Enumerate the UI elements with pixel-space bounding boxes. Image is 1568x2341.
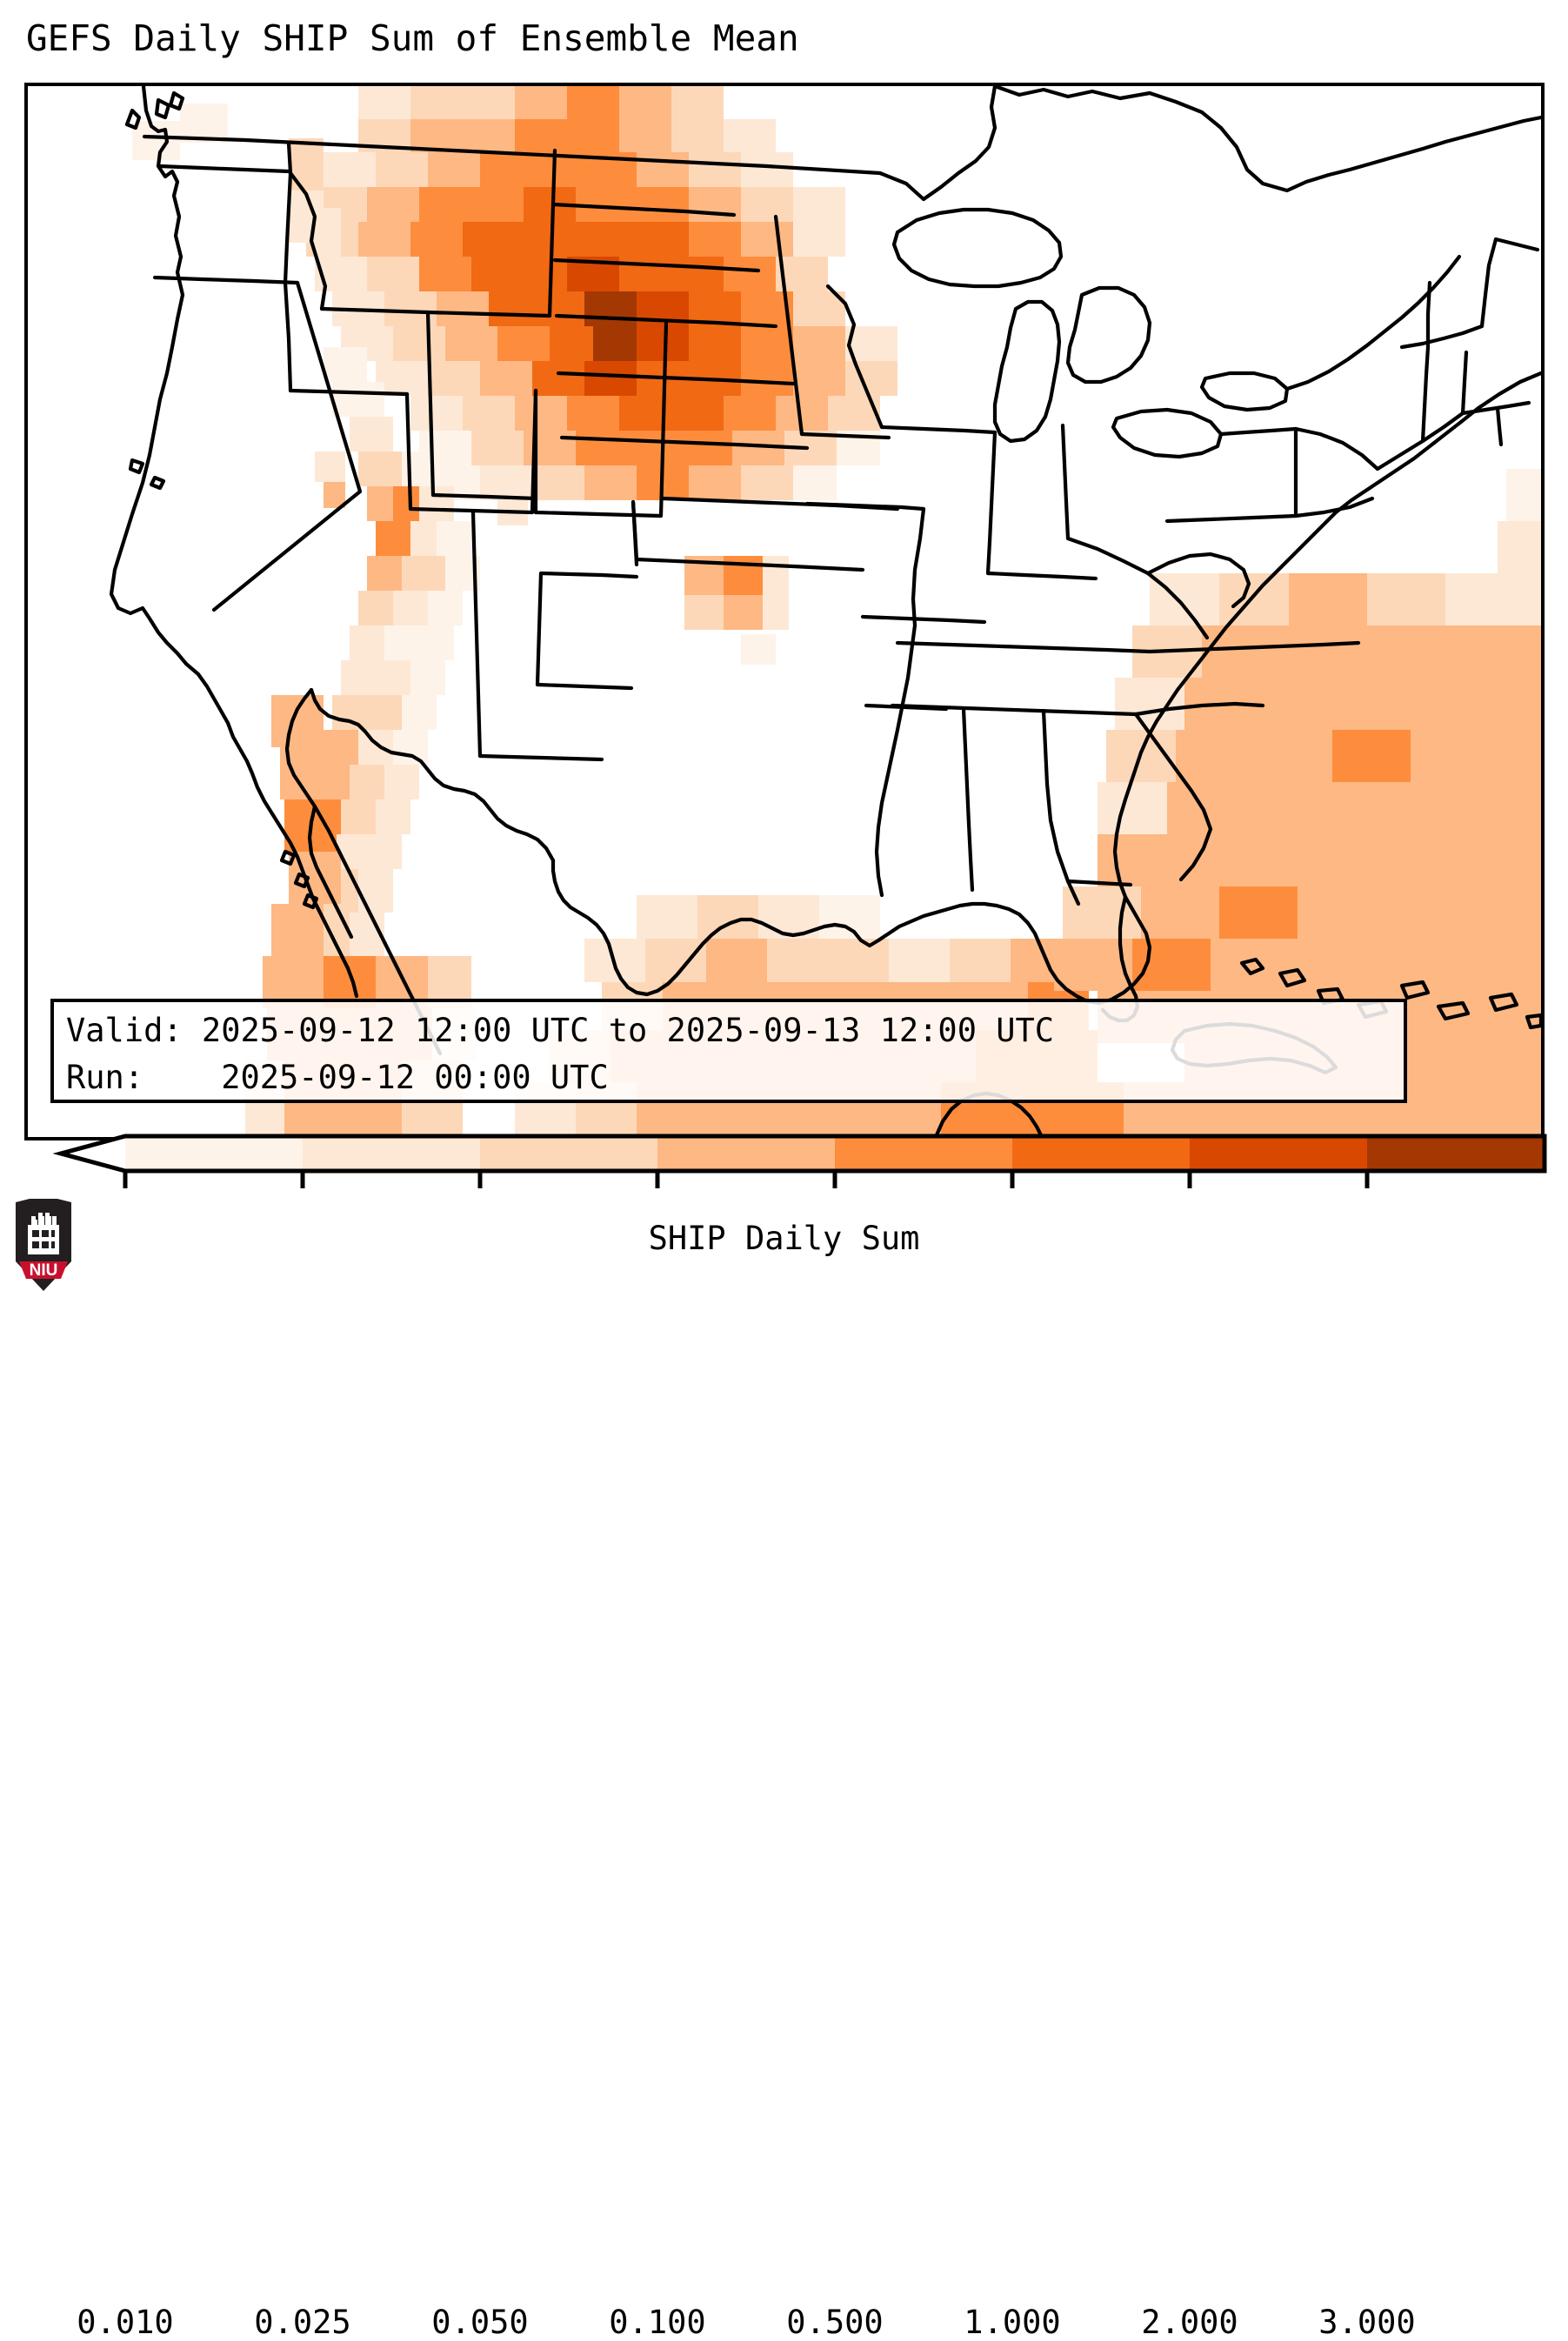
colorbar-tick-label: 2.000 [1141,2304,1238,2341]
colorbar: 0.010 0.025 0.050 0.100 0.500 1.000 2.00… [0,1131,1568,2341]
valid-time-line: Valid: 2025-09-12 12:00 UTC to 2025-09-1… [66,1012,1055,1049]
colorbar-extend-min [61,1136,125,1171]
colorbar-axis-label: SHIP Daily Sum [648,1220,920,1257]
colorbar-tick-label: 0.025 [254,2304,351,2341]
niu-logo: NIU [16,1199,71,1291]
niu-castle-icon [28,1213,59,1254]
colorbar-tick-label: 0.500 [786,2304,884,2341]
page-title: GEFS Daily SHIP Sum of Ensemble Mean [26,17,799,59]
forecast-info-box: Valid: 2025-09-12 12:00 UTC to 2025-09-1… [50,999,1407,1103]
run-time-line: Run: 2025-09-12 00:00 UTC [66,1059,609,1096]
map-canvas [28,86,1541,1137]
niu-logo-text: NIU [30,1261,58,1280]
colorbar-tick-label: 0.050 [431,2304,529,2341]
niu-red-band [19,1261,68,1279]
colorbar-ticks [123,1171,1370,1188]
colorbar-svg [52,1134,1547,1188]
colorbar-tick-label: 0.100 [609,2304,706,2341]
colorbar-tick-label: 3.000 [1318,2304,1416,2341]
colorbar-tick-label: 1.000 [964,2304,1061,2341]
map-panel [24,83,1545,1140]
niu-windows [32,1230,55,1248]
colorbar-tick-label: 0.010 [77,2304,174,2341]
